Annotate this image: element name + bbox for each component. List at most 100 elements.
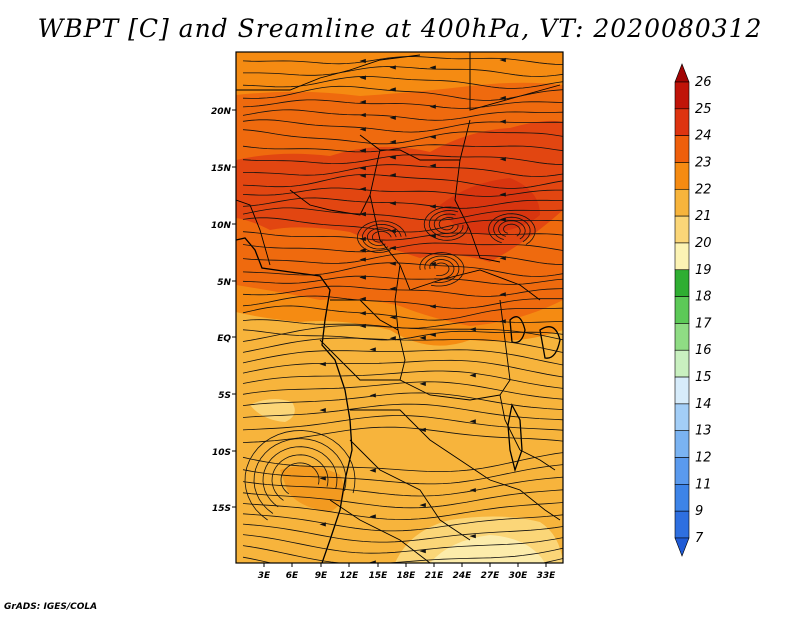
streamline (242, 154, 563, 165)
streamline-arrow (419, 548, 426, 554)
streamline-arrow (359, 296, 366, 302)
colorbar-label: 7 (695, 531, 704, 546)
streamline-arrow (499, 256, 506, 261)
colorbar-label: 11 (695, 477, 712, 492)
streamline (242, 502, 563, 520)
streamline (242, 144, 563, 153)
streamline (242, 242, 563, 253)
streamline (242, 489, 563, 509)
y-tick-label: EQ (217, 334, 231, 344)
streamline-arrow (389, 245, 396, 251)
streamline (242, 275, 563, 285)
streamline-vortex (438, 217, 454, 231)
colorbar-label: 25 (695, 102, 712, 117)
streamline (242, 56, 563, 65)
streamline-arrow (429, 233, 436, 238)
colorbar: 7 9 11 12 13 14 15 16 17 18 19 20 21 22 23 24 25 26 (674, 63, 712, 557)
streamline (242, 415, 563, 431)
colorbar-swatch (674, 457, 690, 485)
streamline (242, 119, 563, 133)
y-axis: 20N 15N 10N 5N EQ 5S 10S 15S (211, 107, 236, 514)
streamline (242, 174, 563, 189)
x-tick-label: 21E (425, 571, 445, 581)
streamline (242, 85, 563, 101)
streamline-arrow (359, 212, 366, 217)
colorbar-label: 20 (695, 236, 712, 251)
streamline-arrow (359, 257, 366, 262)
streamline (242, 187, 563, 197)
streamline-vortex (366, 227, 397, 246)
streamline-arrow (369, 514, 376, 519)
x-tick-label: 27E (481, 571, 501, 581)
streamline-vortex (419, 252, 465, 287)
colorbar-label: 19 (695, 263, 712, 278)
streamline-arrow (319, 408, 326, 413)
streamline-arrow (359, 112, 366, 118)
streamline-arrow (389, 173, 396, 178)
streamline-arrow (359, 127, 366, 132)
streamline (243, 66, 563, 77)
colorbar-swatch (674, 242, 690, 271)
colorbar-label: 21 (695, 209, 712, 224)
streamline-arrow (389, 65, 396, 70)
chart-title: WBPT [C] and Sreamline at 400hPa, VT: 20… (37, 14, 763, 43)
streamline (242, 513, 563, 532)
y-tick-label: 5N (217, 278, 231, 288)
streamline-arrow (389, 228, 396, 234)
streamline-arrow (429, 65, 436, 70)
colorbar-swatch (674, 323, 690, 351)
streamline (242, 109, 563, 121)
streamline-gyre (253, 438, 347, 514)
streamline-arrow (359, 166, 366, 171)
streamline-arrow (419, 427, 426, 432)
streamline-arrow (359, 75, 366, 80)
streamline-arrow (359, 275, 366, 280)
streamline-arrow (369, 468, 376, 473)
colorbar-swatch (674, 403, 690, 432)
streamline (242, 359, 563, 378)
streamline (242, 305, 563, 321)
colorbar-swatch (674, 484, 690, 512)
streamline (242, 452, 563, 472)
x-tick-label: 33E (537, 571, 557, 581)
streamline-arrow (419, 502, 426, 508)
y-tick-label: 15N (211, 164, 232, 174)
streamline-arrow (359, 311, 366, 316)
streamline-arrow (429, 134, 436, 139)
streamline-arrow (429, 332, 436, 337)
streamline (242, 337, 563, 353)
streamline-vortex (423, 206, 469, 241)
colorbar-label: 22 (695, 182, 712, 197)
streamline (242, 370, 563, 389)
colorbar-swatch (674, 108, 690, 136)
streamline (242, 426, 563, 443)
colorbar-swatch (674, 296, 690, 324)
streamline-vortex (503, 223, 521, 237)
streamline (242, 523, 563, 543)
colorbar-swatch (674, 162, 690, 190)
streamline (242, 207, 563, 221)
colorbar-swatch (674, 215, 690, 244)
streamline-arrow (419, 335, 426, 340)
streamline-vortex (361, 223, 402, 250)
streamline-arrow (389, 315, 396, 320)
streamline-arrow (389, 155, 396, 160)
streamline-arrow (419, 381, 426, 386)
streamline-vortex (372, 230, 392, 243)
streamline-arrow (429, 261, 436, 267)
streamline (242, 392, 563, 410)
y-tick-label: 10S (212, 448, 231, 458)
colorbar-label: 24 (695, 129, 712, 144)
colorbar-label: 23 (695, 155, 712, 170)
x-axis: 3E 6E 9E 12E 15E 18E 21E 24E 27E 30E 33E (258, 563, 556, 581)
x-tick-label: 3E (258, 571, 271, 581)
x-tick-label: 18E (397, 571, 417, 581)
colorbar-cap-top (674, 63, 690, 83)
streamline-arrow (499, 157, 506, 162)
streamline (242, 285, 563, 297)
y-tick-label: 10N (211, 221, 232, 231)
streamline (242, 325, 563, 342)
streamline-arrow (499, 119, 506, 124)
streamline (242, 252, 563, 265)
streamline-arrow (469, 534, 476, 539)
